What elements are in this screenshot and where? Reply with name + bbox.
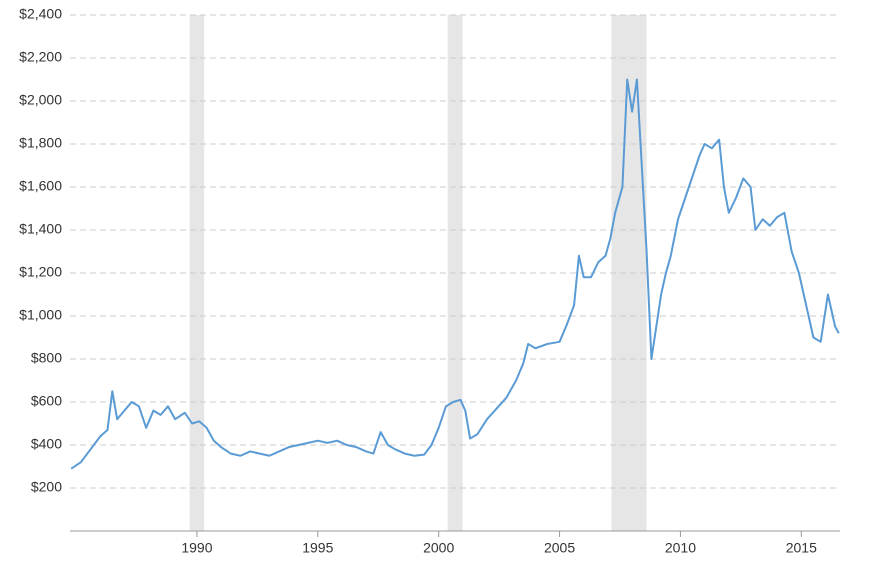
x-tick-label: 1995 — [302, 540, 333, 556]
y-tick-label: $200 — [31, 479, 62, 495]
y-tick-label: $1,000 — [19, 307, 62, 323]
y-tick-label: $1,200 — [19, 264, 62, 280]
y-tick-label: $1,600 — [19, 178, 62, 194]
y-tick-label: $2,400 — [19, 6, 62, 22]
y-tick-label: $1,800 — [19, 135, 62, 151]
y-tick-label: $600 — [31, 393, 62, 409]
x-tick-label: 2010 — [665, 540, 696, 556]
x-tick-label: 2005 — [544, 540, 575, 556]
x-tick-label: 2015 — [786, 540, 817, 556]
price-line — [70, 78, 840, 470]
x-tick-label: 1990 — [181, 540, 212, 556]
x-tick-label: 2000 — [423, 540, 454, 556]
y-tick-label: $800 — [31, 350, 62, 366]
y-tick-label: $2,000 — [19, 92, 62, 108]
y-tick-label: $1,400 — [19, 221, 62, 237]
y-tick-label: $400 — [31, 436, 62, 452]
y-tick-label: $2,200 — [19, 49, 62, 65]
